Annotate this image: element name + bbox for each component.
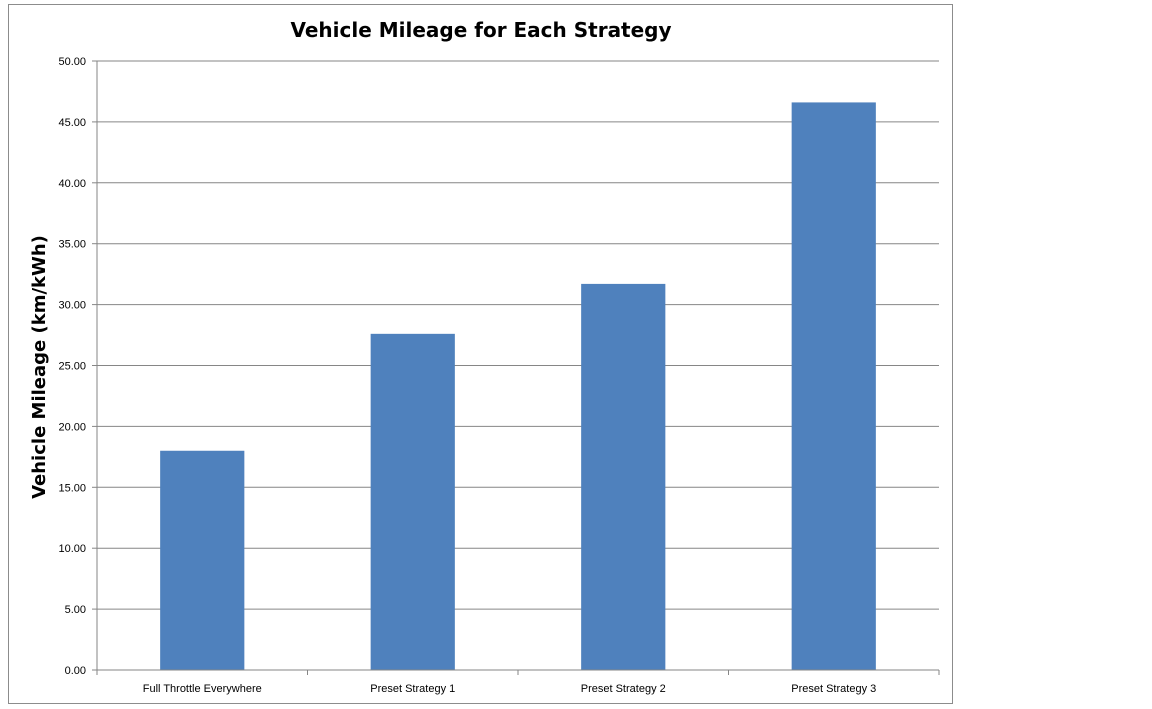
x-tick-label: Preset Strategy 3 <box>791 683 876 695</box>
x-tick-label: Full Throttle Everywhere <box>143 683 262 695</box>
bar <box>160 450 245 670</box>
bar <box>370 333 455 670</box>
bar <box>581 283 666 670</box>
y-axis-label: Vehicle Mileage (km/kWh) <box>29 235 50 499</box>
y-tick-label: 10.00 <box>58 543 86 555</box>
chart-frame: Vehicle Mileage for Each Strategy Vehicl… <box>8 4 953 704</box>
x-tick-label: Preset Strategy 1 <box>370 683 455 695</box>
y-tick-label: 40.00 <box>58 178 86 190</box>
y-tick-label: 5.00 <box>65 604 86 616</box>
bars <box>160 102 876 671</box>
bar <box>791 102 876 671</box>
bar-chart: Vehicle Mileage for Each Strategy Vehicl… <box>29 18 940 695</box>
y-tick-label: 0.00 <box>65 665 86 677</box>
y-tick-label: 25.00 <box>58 361 86 373</box>
y-tick-labels: 0.00 5.00 10.00 15.00 20.00 25.00 30.00 35.00 40… <box>58 56 86 677</box>
chart-title: Vehicle Mileage for Each Strategy <box>290 18 671 42</box>
y-tick-label: 20.00 <box>58 421 86 433</box>
y-tick-label: 30.00 <box>58 300 86 312</box>
x-tick-label: Preset Strategy 2 <box>581 683 666 695</box>
axes <box>96 61 940 675</box>
y-tick-label: 50.00 <box>58 56 86 68</box>
y-tick-label: 35.00 <box>58 239 86 251</box>
x-tick-labels: Full Throttle Everywhere Preset Strategy … <box>143 683 877 695</box>
y-tick-label: 15.00 <box>58 482 86 494</box>
y-tick-label: 45.00 <box>58 117 86 129</box>
